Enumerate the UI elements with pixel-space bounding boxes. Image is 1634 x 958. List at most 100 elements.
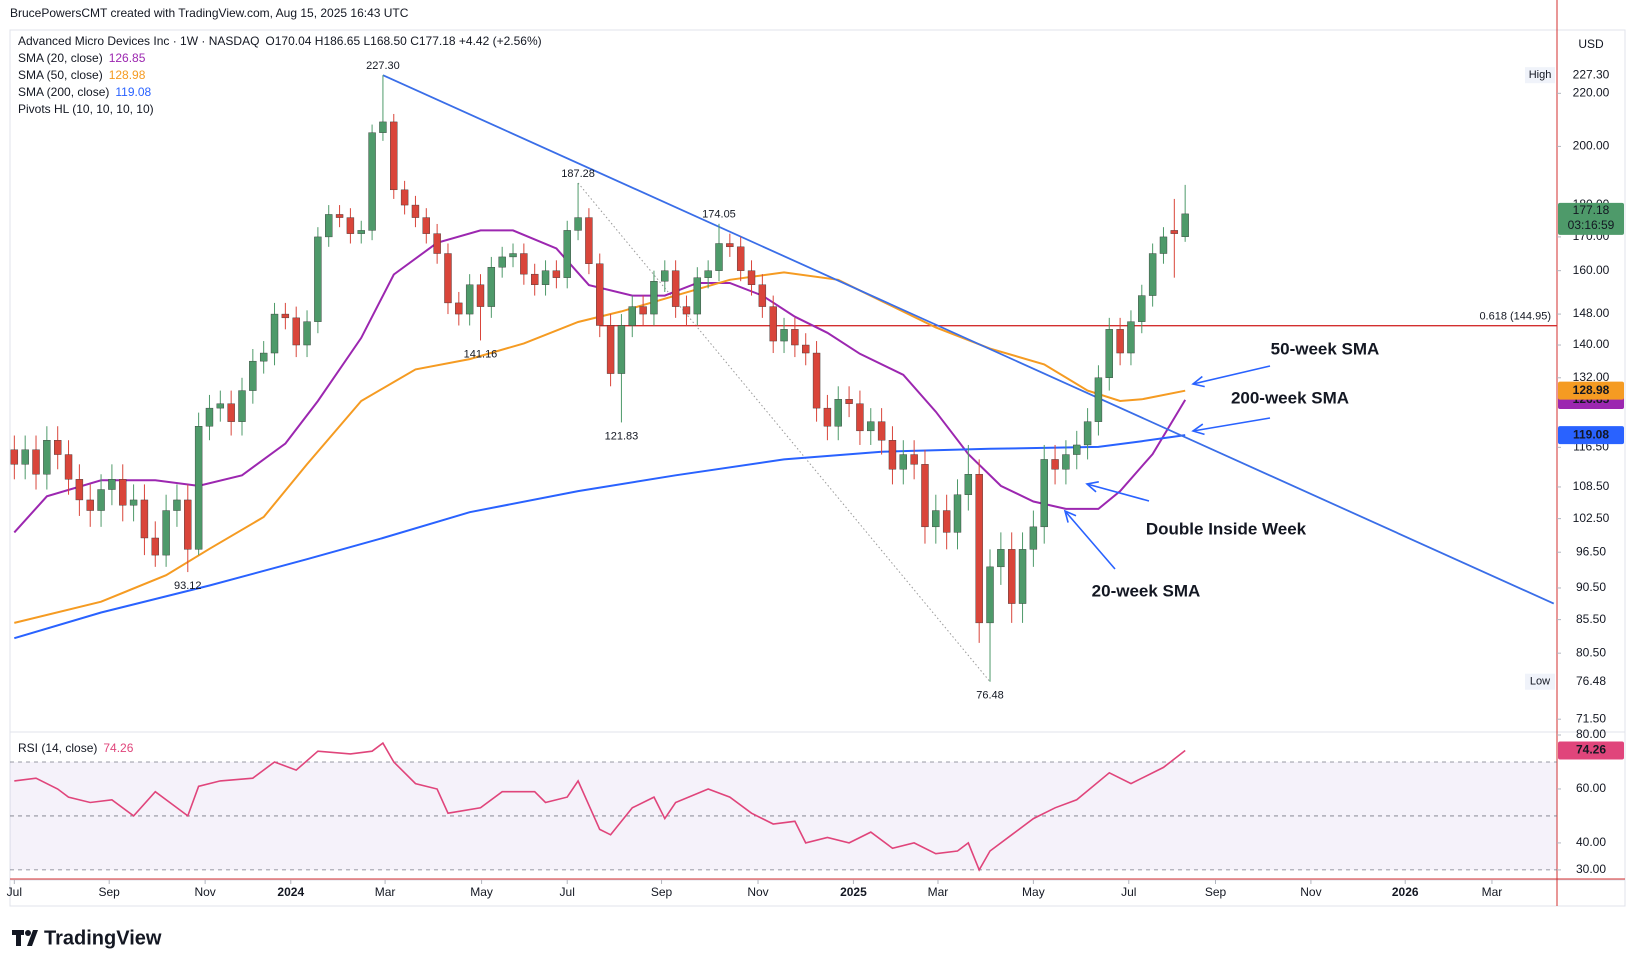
- candle-body: [140, 499, 149, 539]
- candle-body: [119, 479, 127, 506]
- candle-body: [270, 313, 279, 354]
- price-badge-bg: [1558, 202, 1624, 235]
- candle-body: [292, 317, 300, 346]
- x-tick-label: Nov: [747, 885, 768, 899]
- rsi-badge-bg: [1558, 741, 1624, 760]
- candle-body: [1116, 329, 1124, 354]
- legend-main: Advanced Micro Devices Inc · 1W · NASDAQ…: [18, 34, 542, 48]
- annotation-arrow: [1192, 365, 1271, 385]
- candle-body: [791, 329, 799, 346]
- y-tick-label: 71.50: [1576, 711, 1606, 725]
- candle-body: [108, 479, 116, 490]
- pivot-label: 93.12: [174, 580, 202, 592]
- candle-body: [1181, 213, 1189, 237]
- y-tick-label: 140.00: [1573, 337, 1610, 351]
- annotation: 200-week SMA: [1231, 388, 1349, 407]
- candle-body: [541, 270, 550, 285]
- candle-body: [823, 407, 832, 427]
- y-tick-label: 132.00: [1573, 370, 1610, 384]
- pivot-label: 76.48: [976, 690, 1004, 702]
- hl-label: High: [1529, 69, 1552, 81]
- rsi-tick-label: 30.00: [1576, 862, 1606, 876]
- candle-body: [1159, 236, 1168, 254]
- x-tick-label: May: [470, 885, 493, 899]
- candle-body: [238, 390, 246, 422]
- sma-line: [14, 271, 1186, 624]
- candle-body: [21, 449, 29, 465]
- trendline: [382, 74, 1555, 605]
- candle-body: [433, 233, 441, 254]
- candle-body: [325, 214, 333, 238]
- candle-body: [867, 421, 875, 432]
- candle-body: [932, 510, 940, 528]
- candle-body: [1018, 549, 1027, 604]
- candle-body: [520, 253, 528, 275]
- candle-body: [704, 270, 712, 278]
- candle-body: [531, 273, 539, 285]
- arrow-head: [1085, 481, 1099, 493]
- logo-shape: [27, 930, 38, 946]
- candle-body: [845, 399, 853, 404]
- x-tick-label: 2026: [1392, 885, 1419, 899]
- legend-value: 126.85: [109, 51, 146, 65]
- hl-badge: [1525, 67, 1555, 84]
- legend-pivots: Pivots HL (10, 10, 10, 10): [18, 102, 154, 116]
- candle-body: [444, 253, 452, 304]
- candle-body: [671, 270, 680, 307]
- sma-badge: 128.98: [1573, 383, 1610, 397]
- candle-body: [314, 236, 322, 322]
- symbol: Advanced Micro Devices Inc · 1W · NASDAQ: [18, 34, 259, 48]
- candle-body: [639, 306, 647, 315]
- candle-body: [780, 329, 788, 342]
- sma-line: [13, 229, 1187, 534]
- candle-body: [877, 421, 886, 441]
- candle-body: [1170, 230, 1179, 234]
- candle-body: [574, 217, 582, 231]
- arrow-head: [1063, 509, 1077, 523]
- sma-badge-bg: [1558, 381, 1624, 400]
- pivot-label: 121.83: [605, 430, 639, 442]
- rsi-tick-label: 40.00: [1576, 835, 1606, 849]
- annotation-arrow: [1064, 510, 1116, 570]
- rsi-tick-label: 80.00: [1576, 727, 1606, 741]
- candle-body: [1127, 321, 1135, 354]
- x-tick-label: 2024: [277, 885, 304, 899]
- x-tick-label: Mar: [1482, 885, 1503, 899]
- y-tick-label: 220.00: [1573, 86, 1610, 100]
- candle-body: [162, 510, 170, 556]
- candle-body: [1105, 329, 1113, 378]
- pivot-label: 141.16: [464, 348, 498, 360]
- rsi-legend: RSI (14, close) 74.26: [18, 741, 134, 755]
- x-tick-label: Mar: [928, 885, 949, 899]
- annotation: 50-week SMA: [1271, 339, 1380, 358]
- candle-body: [227, 403, 235, 422]
- annotation: Double Inside Week: [1146, 519, 1307, 538]
- legend-value: 128.98: [109, 68, 146, 82]
- fib-label: 0.618 (144.95): [1479, 311, 1551, 323]
- arrow-head: [1191, 375, 1205, 388]
- candle-body: [455, 302, 463, 315]
- candle-body: [129, 499, 138, 506]
- legend-name: SMA (20, close): [18, 51, 103, 65]
- x-tick-label: May: [1022, 885, 1045, 899]
- candle-body: [379, 121, 387, 133]
- legend-row: SMA (200, close) 119.08: [18, 85, 152, 99]
- candle-body: [617, 325, 626, 374]
- x-tick-label: Jul: [560, 885, 575, 899]
- candle-body: [812, 352, 821, 409]
- candle-body: [628, 306, 636, 326]
- legend-value: 119.08: [115, 85, 151, 99]
- candle-body: [921, 464, 929, 528]
- candle-body: [487, 266, 496, 307]
- candle-body: [346, 217, 355, 234]
- candle-body: [10, 449, 19, 465]
- pivot-label: 227.30: [366, 60, 400, 72]
- ohlc: O170.04 H186.65 L168.50 C177.18 +4.42 (+…: [265, 34, 541, 48]
- candle-body: [1148, 253, 1157, 296]
- y-tick-label: 148.00: [1573, 306, 1610, 320]
- candle-body: [281, 313, 290, 319]
- candle-body: [997, 549, 1005, 568]
- brand: TradingView: [44, 927, 162, 949]
- candle-body: [64, 454, 73, 480]
